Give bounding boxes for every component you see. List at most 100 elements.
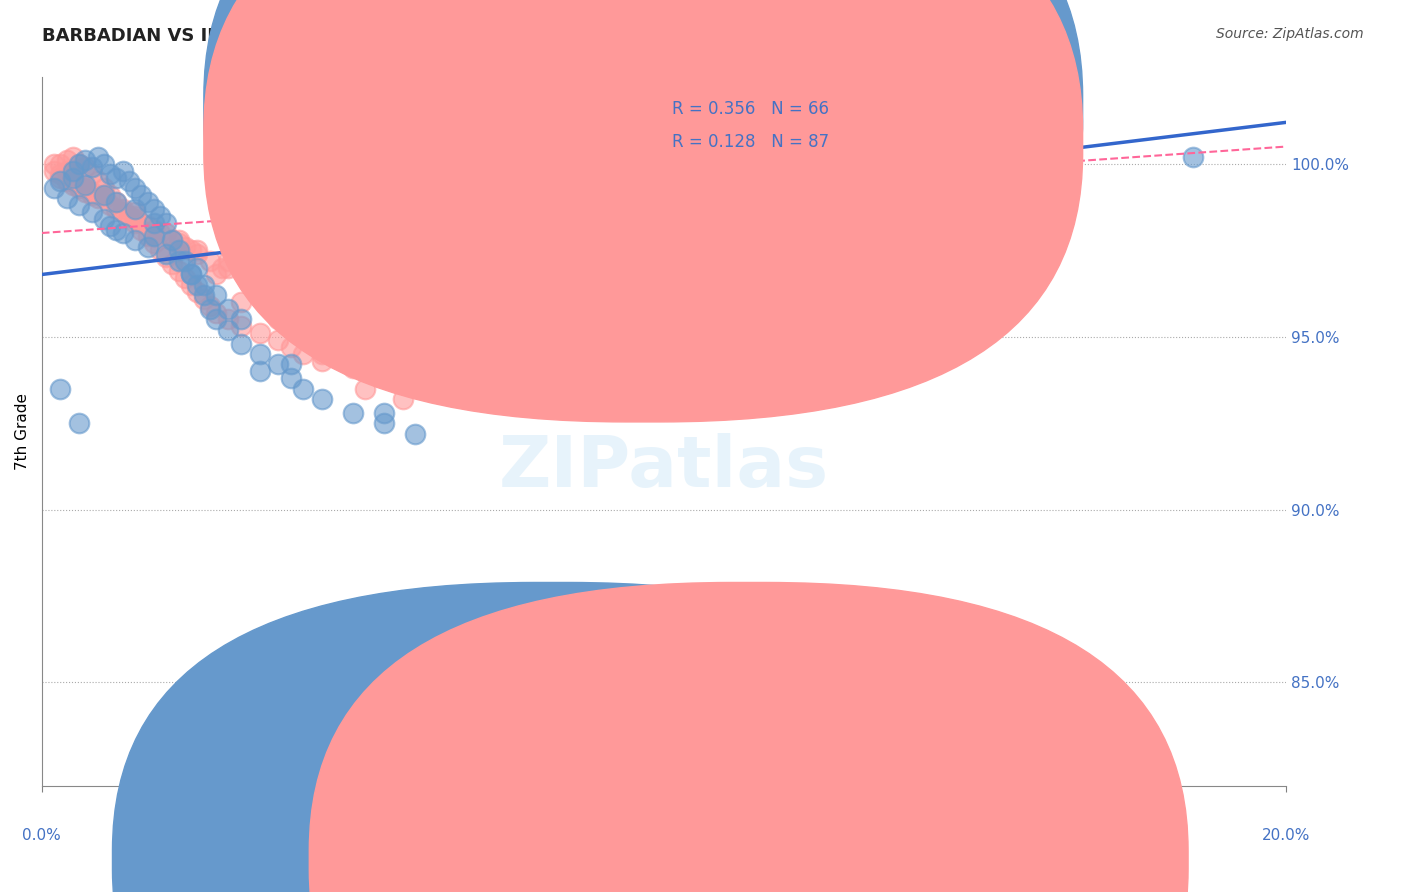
Text: 0.0%: 0.0%: [22, 828, 62, 843]
Point: [217, 312, 239, 326]
Point: [131, 216, 153, 230]
Point: [167, 233, 190, 247]
Point: [98, 198, 121, 212]
Point: [186, 277, 208, 292]
Point: [44, 157, 66, 171]
Point: [98, 188, 121, 202]
Point: [186, 260, 208, 275]
Point: [198, 253, 221, 268]
Point: [404, 375, 426, 389]
Point: [217, 253, 239, 268]
Point: [49, 157, 72, 171]
Point: [373, 416, 395, 430]
Point: [229, 295, 252, 310]
Point: [404, 426, 426, 441]
Text: ZIPatlas: ZIPatlas: [499, 433, 830, 501]
Point: [55, 174, 77, 188]
Point: [311, 354, 333, 368]
Point: [193, 288, 215, 302]
Point: [75, 181, 97, 195]
Point: [342, 406, 364, 420]
Point: [142, 202, 165, 216]
Point: [124, 216, 146, 230]
Text: R = 0.356   N = 66: R = 0.356 N = 66: [672, 100, 830, 118]
Point: [373, 406, 395, 420]
Point: [67, 157, 90, 171]
Point: [280, 340, 302, 354]
Point: [67, 178, 90, 192]
Point: [173, 271, 195, 285]
Point: [93, 157, 115, 171]
Point: [105, 194, 128, 209]
Text: R = 0.128   N = 87: R = 0.128 N = 87: [672, 133, 830, 151]
Point: [67, 157, 90, 171]
Point: [118, 174, 141, 188]
Point: [167, 236, 190, 251]
Point: [105, 202, 128, 216]
Point: [93, 212, 115, 227]
Point: [67, 181, 90, 195]
Point: [44, 181, 66, 195]
Point: [267, 312, 290, 326]
Point: [292, 382, 315, 396]
Point: [249, 277, 271, 292]
Text: Immigrants from Greece: Immigrants from Greece: [773, 853, 962, 867]
Point: [180, 268, 202, 282]
Point: [193, 292, 215, 306]
Point: [49, 382, 72, 396]
Point: [186, 244, 208, 258]
Point: [105, 194, 128, 209]
Point: [87, 174, 110, 188]
Point: [162, 233, 184, 247]
Point: [280, 295, 302, 310]
Point: [124, 233, 146, 247]
Point: [75, 161, 97, 175]
Point: [342, 360, 364, 375]
Point: [249, 326, 271, 341]
Point: [105, 170, 128, 185]
Point: [205, 305, 228, 319]
Text: Source: ZipAtlas.com: Source: ZipAtlas.com: [1216, 27, 1364, 41]
Point: [167, 244, 190, 258]
Point: [249, 364, 271, 378]
Point: [62, 170, 84, 185]
Point: [311, 392, 333, 406]
Point: [186, 285, 208, 299]
Point: [111, 226, 134, 240]
Point: [155, 246, 177, 260]
Point: [93, 191, 115, 205]
Point: [142, 229, 165, 244]
Point: [111, 163, 134, 178]
Point: [142, 236, 165, 251]
Point: [229, 312, 252, 326]
Point: [354, 382, 377, 396]
Point: [93, 181, 115, 195]
Point: [205, 288, 228, 302]
Point: [80, 205, 103, 219]
Point: [87, 191, 110, 205]
Point: [149, 209, 172, 223]
Point: [93, 188, 115, 202]
Point: [124, 205, 146, 219]
Point: [136, 229, 159, 244]
Point: [142, 222, 165, 236]
Point: [136, 219, 159, 233]
Point: [180, 268, 202, 282]
Point: [373, 368, 395, 382]
Point: [193, 277, 215, 292]
Point: [155, 250, 177, 264]
Text: 20.0%: 20.0%: [1261, 828, 1310, 843]
Point: [391, 392, 413, 406]
Point: [62, 150, 84, 164]
Point: [49, 170, 72, 185]
Point: [217, 260, 239, 275]
Point: [229, 319, 252, 334]
Point: [124, 209, 146, 223]
Point: [80, 167, 103, 181]
Point: [75, 178, 97, 192]
Point: [267, 333, 290, 347]
Point: [55, 153, 77, 168]
Point: [280, 357, 302, 371]
Point: [49, 174, 72, 188]
Point: [173, 253, 195, 268]
